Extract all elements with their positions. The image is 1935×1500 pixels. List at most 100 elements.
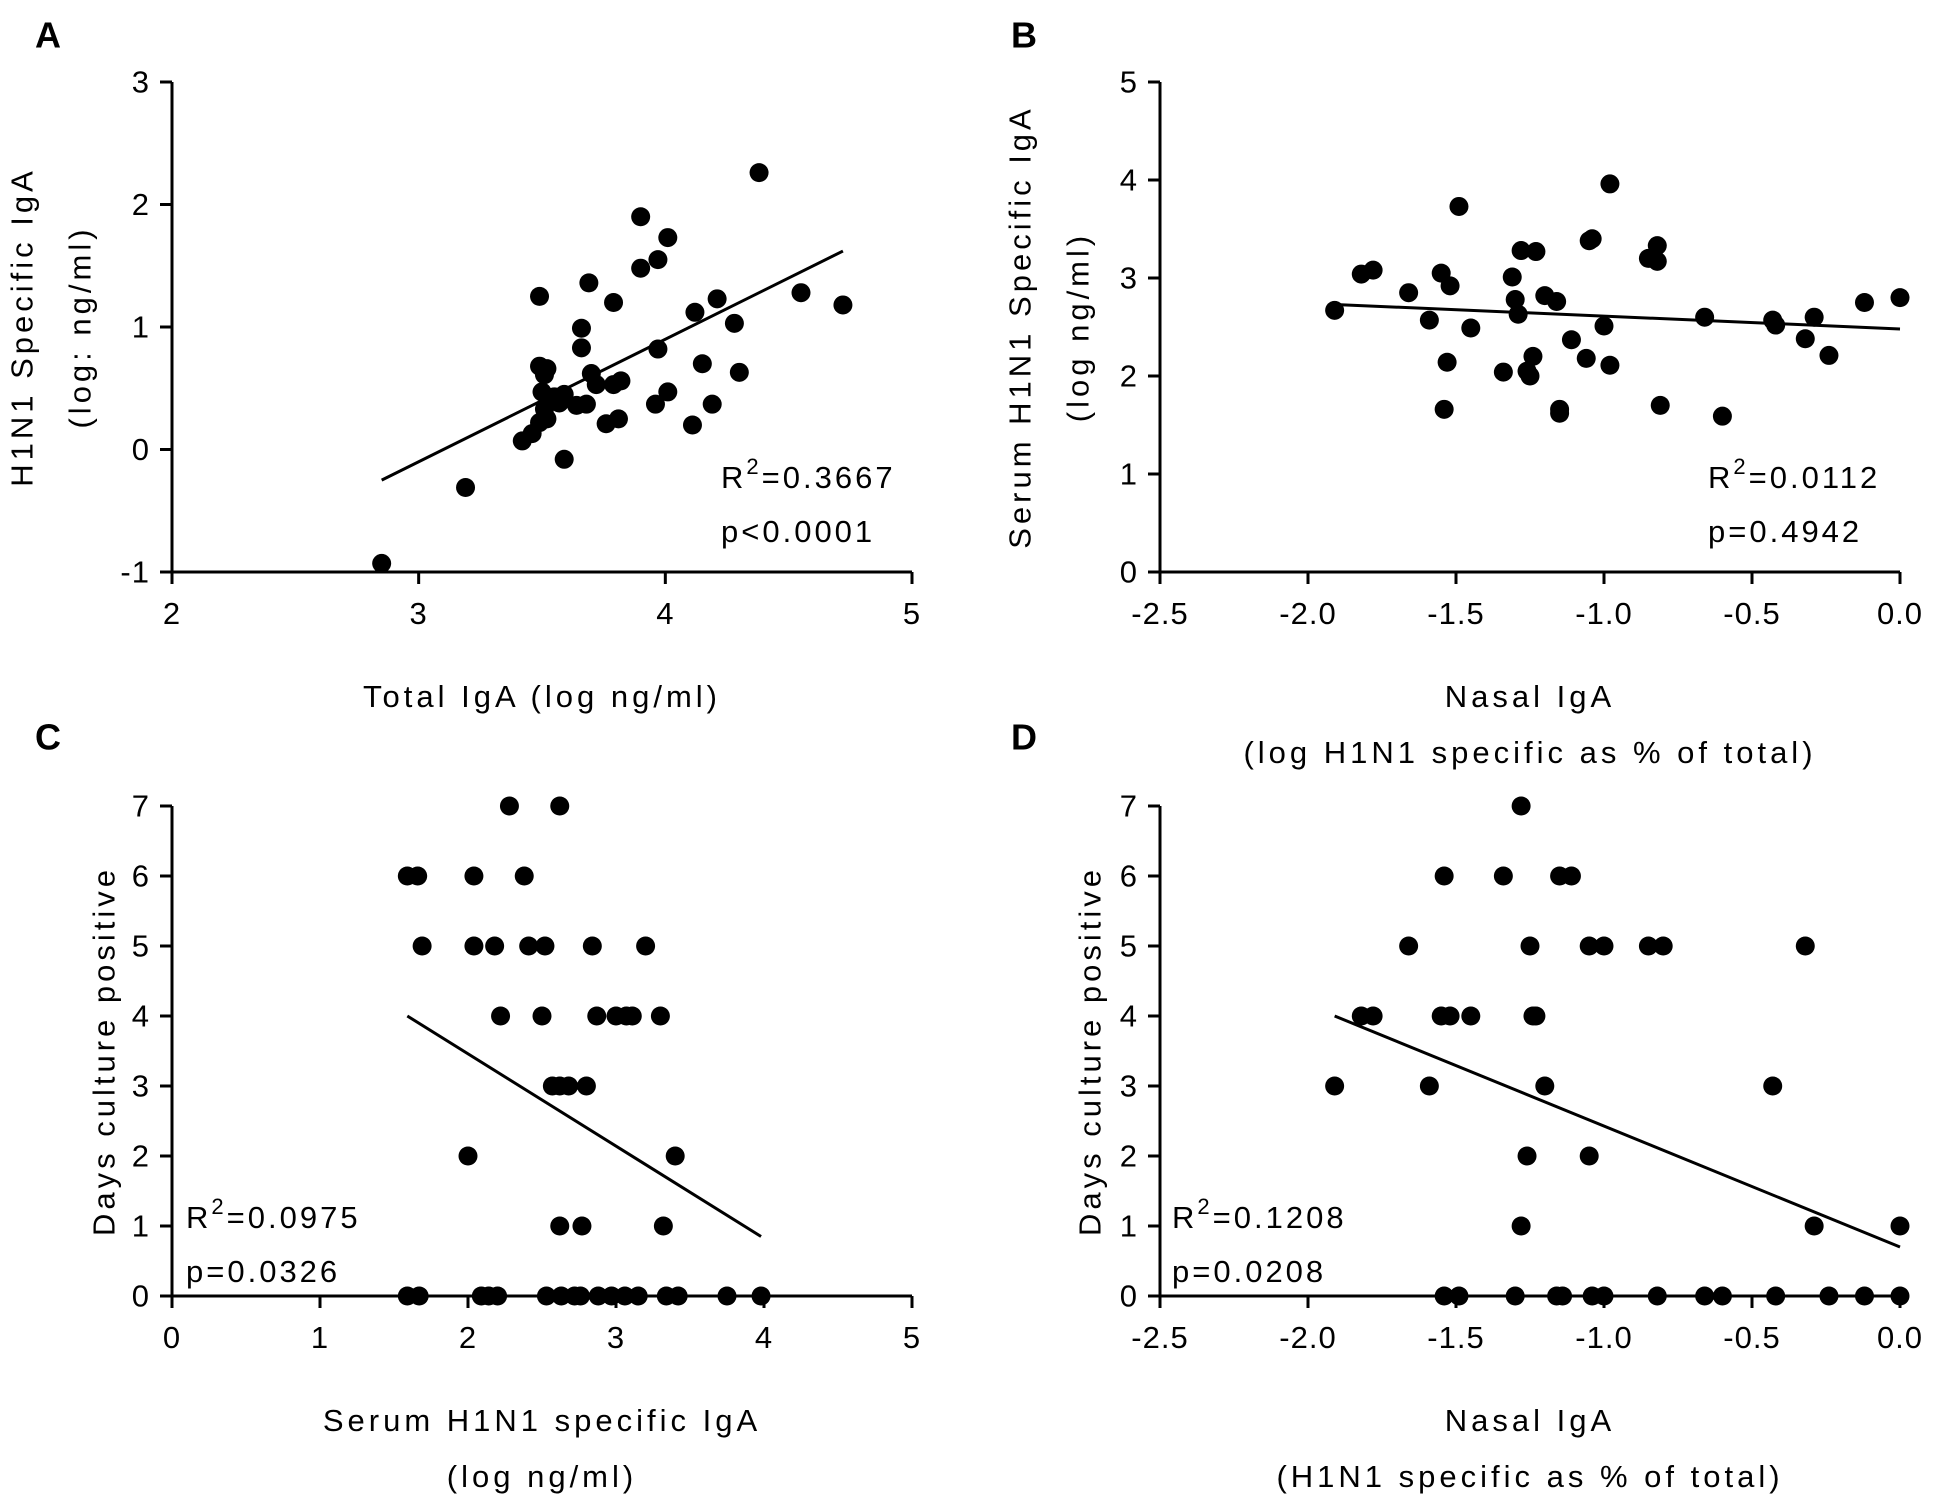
panel-a-point [749,163,769,183]
panel-b-point [1363,260,1383,280]
panel-a-point [729,362,749,382]
panel-b-y-axis-label-2: (log ng/ml) [1061,232,1096,422]
panel-b-x-axis-label-2: (log H1N1 specific as % of total) [1243,735,1816,770]
panel-b-y-tick-label: 3 [1120,261,1138,296]
panel-a-x-tick-label: 5 [903,596,921,631]
panel-c-point [587,1006,607,1026]
panel-d-point [1594,936,1614,956]
panel-c-point [412,936,432,956]
panel-d-point [1399,936,1419,956]
panel-c-point [602,1286,622,1306]
panel-b-point [1520,366,1540,386]
panel-b-point [1461,318,1481,338]
panel-b-label: B [1011,15,1037,56]
panel-b-y-axis-label: Serum H1N1 Specific IgA [1003,105,1038,548]
panel-c-label: C [35,717,61,758]
panel-a-point [537,409,557,429]
panel-c-point [665,1146,685,1166]
panel-d-point [1535,1076,1555,1096]
panel-a-r2-superscript: 2 [746,454,761,479]
panel-b-point [1399,283,1419,303]
panel-c-y-tick-label: 0 [132,1279,150,1314]
panel-c-point [622,1006,642,1026]
panel-b-point [1804,307,1824,327]
panel-c-point [653,1216,673,1236]
panel-d-point [1526,1006,1546,1026]
panel-d-x-tick-label: 0.0 [1877,1320,1923,1355]
panel-a-x-tick-label: 4 [656,596,674,631]
panel-b-point [1819,345,1839,365]
panel-b-point [1600,174,1620,194]
panel-a-r2-label: R [721,460,746,495]
panel-d-point [1804,1216,1824,1236]
panel-d-point [1553,1286,1573,1306]
panel-c-x-tick-label: 5 [903,1320,921,1355]
panel-d-point [1712,1286,1732,1306]
panel-c-y-axis-label: Days culture positive [87,866,122,1236]
panel-d-y-tick-label: 3 [1120,1069,1138,1104]
panel-c-point [576,1076,596,1096]
panel-b-point [1561,330,1581,350]
panel-d-x-tick-label: -2.5 [1131,1320,1188,1355]
panel-b-point [1576,348,1596,368]
panel-b-r2-stat: R2=0.0112 [1708,454,1880,495]
panel-b-point [1419,310,1439,330]
panel-c-point [572,1216,592,1236]
panel-a-x-axis-label: Total IgA (log ng/ml) [363,679,721,714]
panel-b-x-tick-label: -1.0 [1575,596,1632,631]
panel-c-point [588,1286,608,1306]
panel-b-point [1505,290,1525,310]
panel-d-point [1434,866,1454,886]
panel-b-y-tick-label: 0 [1120,555,1138,590]
panel-b-point [1434,399,1454,419]
panel-a-p-value: p<0.0001 [721,514,875,549]
panel-b-point [1795,329,1815,349]
panel-c-point [514,866,534,886]
panel-c-x-tick-label: 2 [459,1320,477,1355]
panel-b-point [1440,276,1460,296]
panel-d-point [1440,1006,1460,1026]
panel-a-point [554,384,574,404]
panel-a-y-tick-label: 2 [132,187,150,222]
panel-c-point [458,1146,478,1166]
panel-c-x-tick-label: 1 [311,1320,329,1355]
panel-a-point [537,359,557,379]
panel-c-y-tick-label: 4 [132,999,150,1034]
panel-d-x-tick-label: -2.0 [1279,1320,1336,1355]
panel-d-point [1695,1286,1715,1306]
panel-c-point [668,1286,688,1306]
panel-d-y-tick-label: 5 [1120,929,1138,964]
panel-c-r2-label: R [186,1200,211,1235]
panel-c-r2-value: =0.0975 [227,1200,361,1235]
panel-d-point [1890,1286,1910,1306]
panel-a-point [791,283,811,303]
panel-a-point [571,338,591,358]
panel-b-point [1650,395,1670,415]
panel-d-y-tick-label: 6 [1120,859,1138,894]
panel-d-point [1561,866,1581,886]
panel-c-point [550,1216,570,1236]
panel-a: A -1 0 1 2 3 2 3 4 5 Total IgA (log ng/ml) H1N1 Spe… [5,15,921,714]
panel-d-point [1795,936,1815,956]
panel-a-y-tick-label: -1 [120,555,150,590]
panel-a-point [702,394,722,414]
panel-c-point [570,1286,590,1306]
panel-b-point [1437,352,1457,372]
panel-a-point [631,207,651,227]
panel-d-label: D [1011,717,1037,758]
panel-a-r2-stat: R2=0.3667 [721,454,896,495]
panel-b-r2-superscript: 2 [1733,454,1748,479]
panel-a-y-axis-label: H1N1 Specific IgA [5,167,40,487]
panel-d-point [1766,1286,1786,1306]
panel-b-point [1523,346,1543,366]
panel-d-regression-line [1334,1014,1901,1249]
panel-a-y-tick-label: 3 [132,65,150,100]
panel-c-r2-stat: R2=0.0975 [186,1194,361,1235]
panel-c-r2-superscript: 2 [211,1194,226,1219]
panel-c-point [751,1286,771,1306]
panel-a-point [631,258,651,278]
panel-a-point [648,339,668,359]
panel-d-x-tick-label: -0.5 [1723,1320,1780,1355]
panel-c-x-tick-label: 4 [755,1320,773,1355]
